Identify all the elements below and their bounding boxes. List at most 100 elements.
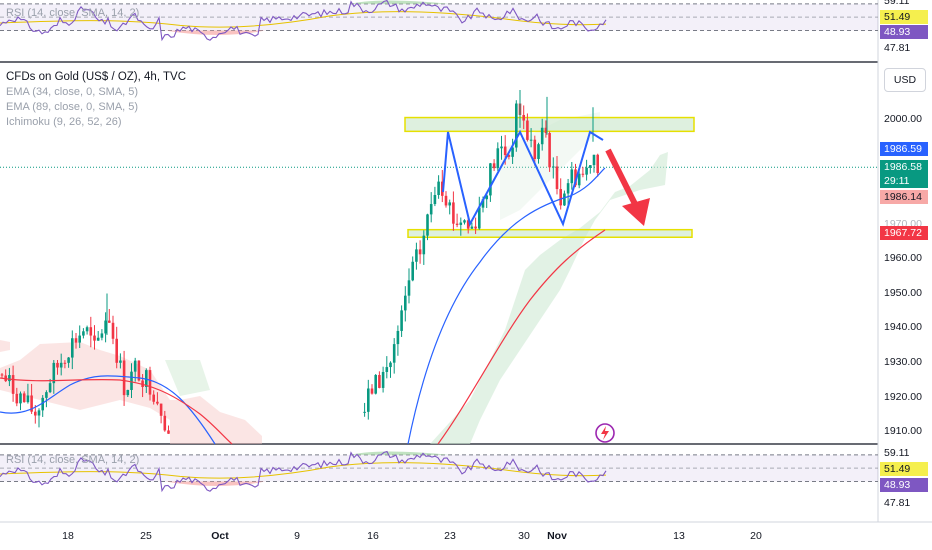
candle-body-97: [548, 133, 551, 168]
candle-body-60: [411, 261, 414, 281]
y-tick-1940: 1940.00: [884, 321, 922, 333]
top-rsi-overbought-fill: [350, 0, 450, 4]
candle-body-14: [48, 383, 52, 393]
candle-body-69: [444, 195, 448, 206]
candle-body-31: [111, 322, 115, 339]
candle-body-32: [115, 338, 118, 363]
candle-body-9: [30, 395, 33, 412]
candle-body-55: [392, 344, 396, 363]
candle-body-78: [478, 207, 481, 229]
candle-body-13: [45, 392, 48, 398]
candle-body-103: [570, 169, 574, 184]
candle-body-92: [529, 139, 533, 141]
candle-body-84: [500, 146, 503, 149]
projection-arrow-head: [622, 198, 650, 226]
indicator-ema-34[interactable]: EMA (34, close, 0, SMA, 5): [6, 86, 139, 98]
price-tag-last: 1986.58: [880, 160, 928, 174]
projection-arrow-shaft: [605, 148, 639, 208]
candle-body-59: [407, 280, 411, 296]
candle-body-70: [448, 202, 451, 206]
x-label-25: 25: [140, 530, 152, 542]
candle-body-10: [34, 411, 37, 416]
candle-body-107: [585, 167, 588, 175]
candle-body-75: [466, 220, 470, 229]
price-tag-1986-14: 1986.14: [880, 190, 928, 204]
candle-body-90: [522, 114, 525, 121]
candle-body-22: [78, 335, 81, 343]
currency-button[interactable]: USD: [884, 68, 926, 92]
y-tick-2000: 2000.00: [884, 113, 922, 125]
top-rsi-line: [0, 0, 607, 42]
candle-body-67: [437, 181, 440, 196]
candle-body-98: [552, 166, 555, 168]
candle-body-21: [74, 338, 78, 343]
candle-body-38: [137, 360, 141, 381]
candle-body-37: [133, 360, 137, 372]
bottom-rsi-level-47: 47.81: [884, 497, 911, 509]
bottom-rsi-level-51: 51.49: [880, 462, 928, 476]
ichimoku-cloud-bullish: [430, 152, 668, 444]
candle-body-50: [374, 374, 377, 394]
y-tick-1910: 1910.00: [884, 425, 922, 437]
top-rsi-sma-line: [0, 11, 607, 28]
price-tag-1967-72: 1967.72: [880, 226, 928, 240]
candle-body-53: [385, 367, 389, 372]
candle-body-54: [389, 362, 392, 368]
candle-body-87: [511, 147, 514, 157]
y-tick-1950: 1950.00: [884, 287, 922, 299]
candle-body-17: [59, 362, 63, 368]
candle-body-4: [11, 375, 15, 394]
candle-body-39: [141, 380, 144, 388]
bottom-rsi-line: [0, 450, 607, 493]
y-tick-1960: 1960.00: [884, 252, 922, 264]
candle-body-47: [363, 411, 366, 413]
candle-body-109: [592, 154, 596, 166]
candle-body-15: [52, 362, 56, 384]
candle-body-23: [82, 331, 85, 336]
x-label-9: 9: [294, 530, 300, 542]
candle-body-93: [533, 139, 537, 159]
top-rsi-level-48: 48.93: [880, 25, 928, 39]
candle-body-83: [496, 148, 500, 169]
x-label-16: 16: [367, 530, 379, 542]
double-top-pattern: [442, 129, 604, 227]
candle-body-94: [537, 144, 540, 159]
candle-body-81: [489, 163, 492, 196]
ichimoku-cloud-bearish-edge: [0, 340, 10, 352]
indicator-ema-89[interactable]: EMA (89, close, 0, SMA, 5): [6, 101, 139, 113]
price-tag-1986-59: 1986.59: [880, 142, 928, 156]
symbol-title[interactable]: CFDs on Gold (US$ / OZ), 4h, TVC: [6, 71, 187, 83]
candle-body-106: [581, 173, 585, 175]
candle-body-42: [152, 394, 155, 402]
ema-34-line: [0, 167, 606, 445]
bottom-rsi-sma-line: [0, 462, 607, 479]
candle-body-52: [381, 371, 385, 388]
candle-body-76: [470, 226, 474, 229]
candle-body-56: [396, 330, 400, 345]
candle-body-72: [455, 223, 459, 225]
candle-body-29: [104, 320, 107, 334]
indicator-ichimoku[interactable]: Ichimoku (9, 26, 52, 26): [6, 116, 122, 128]
candle-body-73: [459, 222, 463, 225]
candle-body-46: [167, 430, 170, 434]
candle-body-96: [544, 127, 548, 134]
y-tick-1920: 1920.00: [884, 391, 922, 403]
top-rsi-legend: RSI (14, close, SMA, 14, 2): [6, 6, 139, 21]
candle-body-65: [429, 204, 433, 215]
candle-body-48: [367, 388, 370, 412]
candle-body-71: [452, 202, 455, 224]
candle-body-91: [526, 120, 529, 140]
bottom-rsi-level-59: 59.11: [884, 447, 910, 459]
candle-body-108: [589, 165, 592, 168]
candle-body-7: [22, 393, 26, 403]
candle-body-26: [93, 335, 96, 341]
candle-body-49: [370, 388, 374, 394]
candle-body-27: [96, 337, 100, 341]
candle-body-110: [596, 154, 599, 174]
top-rsi-level-47: 47.81: [884, 42, 911, 54]
x-label-23: 23: [444, 530, 456, 542]
candle-body-58: [404, 295, 407, 311]
candle-body-64: [426, 214, 429, 236]
